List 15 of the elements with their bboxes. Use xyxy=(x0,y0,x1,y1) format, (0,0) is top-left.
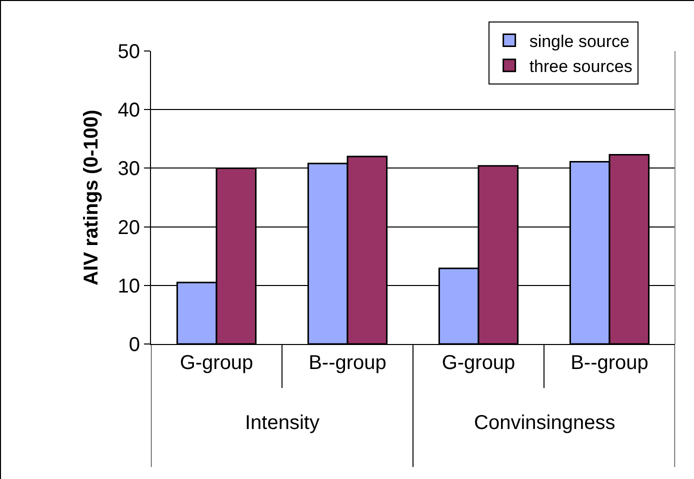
y-tick-label: 30 xyxy=(118,158,140,180)
y-axis-title: AIV ratings (0-100) xyxy=(80,110,102,286)
legend-label: single source xyxy=(529,32,630,51)
y-tick-label: 0 xyxy=(128,334,140,356)
text: Intensity xyxy=(245,412,320,434)
y-tick-label: 50 xyxy=(118,41,140,63)
y-tick-label: 10 xyxy=(118,275,140,298)
y-tick-label: 20 xyxy=(118,216,140,239)
x-tick-label: B--group xyxy=(570,352,648,374)
legend-label: three sources xyxy=(529,56,632,76)
text: Convinsingness xyxy=(474,412,616,434)
x-tick-label: B--group xyxy=(308,352,386,374)
y-tick-label: 40 xyxy=(118,100,140,122)
x-tick-label: G-group xyxy=(180,352,254,374)
x-tick-label: G-group xyxy=(442,352,516,374)
